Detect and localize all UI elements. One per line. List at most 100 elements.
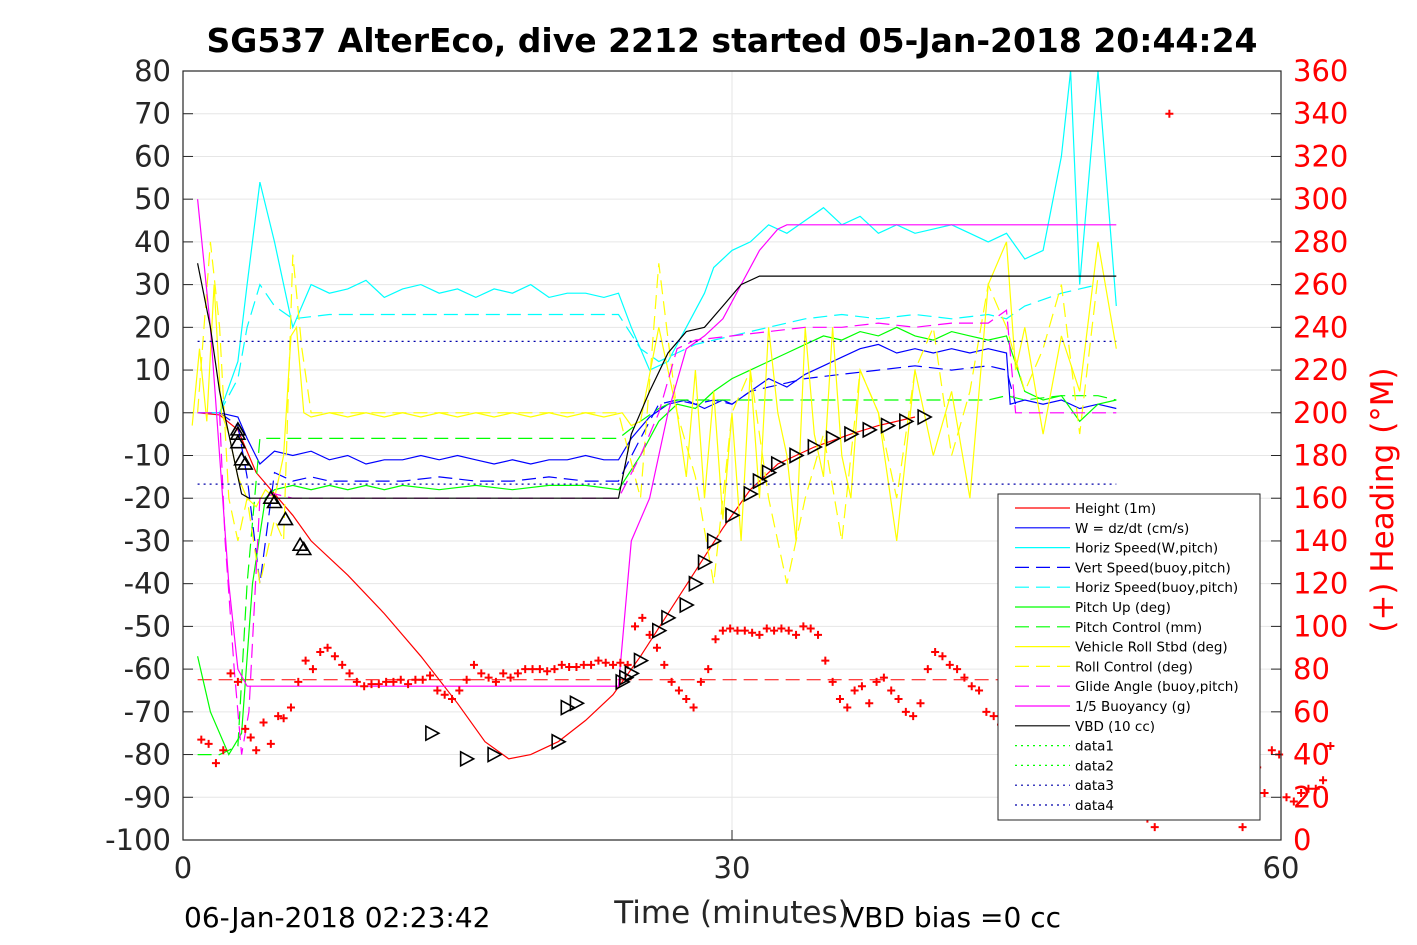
heading-marker [360,682,369,691]
heading-marker [1165,109,1174,118]
heading-marker [572,662,581,671]
heading-marker [901,707,910,716]
heading-marker [1319,776,1328,785]
heading-marker [718,626,727,635]
vertex-marker [789,447,805,464]
heading-marker [967,682,976,691]
heading-marker [513,669,522,678]
heading-marker [1260,789,1269,798]
heading-marker [975,686,984,695]
vertex-marker [487,746,503,763]
legend-label: W = dz/dt (cm/s) [1075,521,1189,537]
legend-label: Vert Speed(buoy,pitch) [1075,560,1231,576]
legend-label: Glide Angle (buoy,pitch) [1075,679,1239,695]
heading-marker [887,686,896,695]
vertex-marker [615,673,631,691]
heading-marker [667,677,676,686]
series-line-10 [197,199,1117,687]
heading-marker [828,677,837,686]
y-tick-label: -70 [124,695,171,729]
heading-marker [404,680,413,689]
y-right-tick-label: 340 [1293,97,1348,131]
legend-label: data1 [1075,739,1114,755]
vertex-marker [266,493,283,509]
chart-title: SG537 AlterEco, dive 2212 started 05-Jan… [206,21,1257,60]
heading-marker [909,712,918,721]
heading-marker [894,695,903,704]
x-axis-label: Time (minutes) [613,895,849,931]
y-tick-label: -30 [124,524,171,558]
heading-marker [879,673,888,682]
heading-marker [777,624,786,633]
legend-label: Height (1m) [1075,501,1156,517]
heading-marker [565,662,574,671]
vertex-marker [725,506,741,524]
heading-marker [814,630,823,639]
x-tick-label: 30 [714,851,751,885]
vertex-marker [236,455,254,470]
y-right-tick-label: 320 [1293,139,1348,173]
y-axis-left: 80 70 60 50 40 30 20 10 0 -10 -20 -30 -40 -50 -60 -70 -8… [105,54,193,857]
y-tick-label: -100 [105,823,171,857]
x-tick-label: 60 [1263,851,1300,885]
legend-box [997,493,1261,821]
heading-marker [389,677,398,686]
heading-marker [587,660,596,669]
y-tick-label: 20 [134,310,171,344]
heading-marker [440,690,449,699]
y-right-tick-label: 220 [1293,353,1348,387]
series-line-1 [197,343,1117,465]
heading-marker [740,626,749,635]
heading-marker [945,660,954,669]
heading-marker [211,759,220,768]
y-tick-label: 10 [134,353,171,387]
series-line-2 [197,70,1117,414]
legend: Height (1m) W = dz/dt (cm/s) Horiz Speed(W… [997,493,1261,821]
y-right-tick-label: 40 [1293,738,1330,772]
y-tick-label: 70 [134,97,171,131]
series-line-0 [197,412,916,760]
heading-marker [557,660,566,669]
heading-marker [594,656,603,665]
vertex-marker [688,575,705,593]
legend-label: data3 [1075,778,1114,794]
heading-marker [792,630,801,639]
vertex-marker [661,609,677,627]
vertex-marker [899,412,915,430]
heading-marker [953,665,962,674]
heading-marker [226,669,235,678]
heading-marker [784,626,793,635]
vertex-marker [917,408,933,426]
heading-marker [631,622,640,631]
heading-marker [484,673,493,682]
x-tick-label: 0 [174,851,192,885]
heading-marker [550,665,559,674]
series-line-9 [197,309,1117,755]
heading-marker [609,660,618,669]
heading-marker [448,695,457,704]
y-right-tick-label: 360 [1293,54,1348,88]
heading-marker [689,703,698,712]
heading-marker [345,669,354,678]
legend-label: Vehicle Roll Stbd (deg) [1075,640,1228,656]
y-right-tick-label: 160 [1293,481,1348,515]
heading-marker [674,686,683,695]
heading-marker [252,746,261,755]
heading-marker [308,665,317,674]
heading-marker [872,677,881,686]
y-tick-label: 0 [153,396,171,430]
vertex-marker [569,694,586,712]
vertex-marker [697,553,714,571]
heading-marker [219,746,228,755]
heading-marker [274,712,283,721]
vertex-marker [551,733,567,751]
vertex-marker [862,421,878,439]
y-right-tick-label: 240 [1293,310,1348,344]
heading-marker [338,660,347,669]
vertex-marker [679,596,695,614]
vertex-marker [633,652,650,669]
legend-label: data2 [1075,758,1114,774]
heading-marker [1311,784,1320,793]
series-line-3 [197,365,1017,584]
